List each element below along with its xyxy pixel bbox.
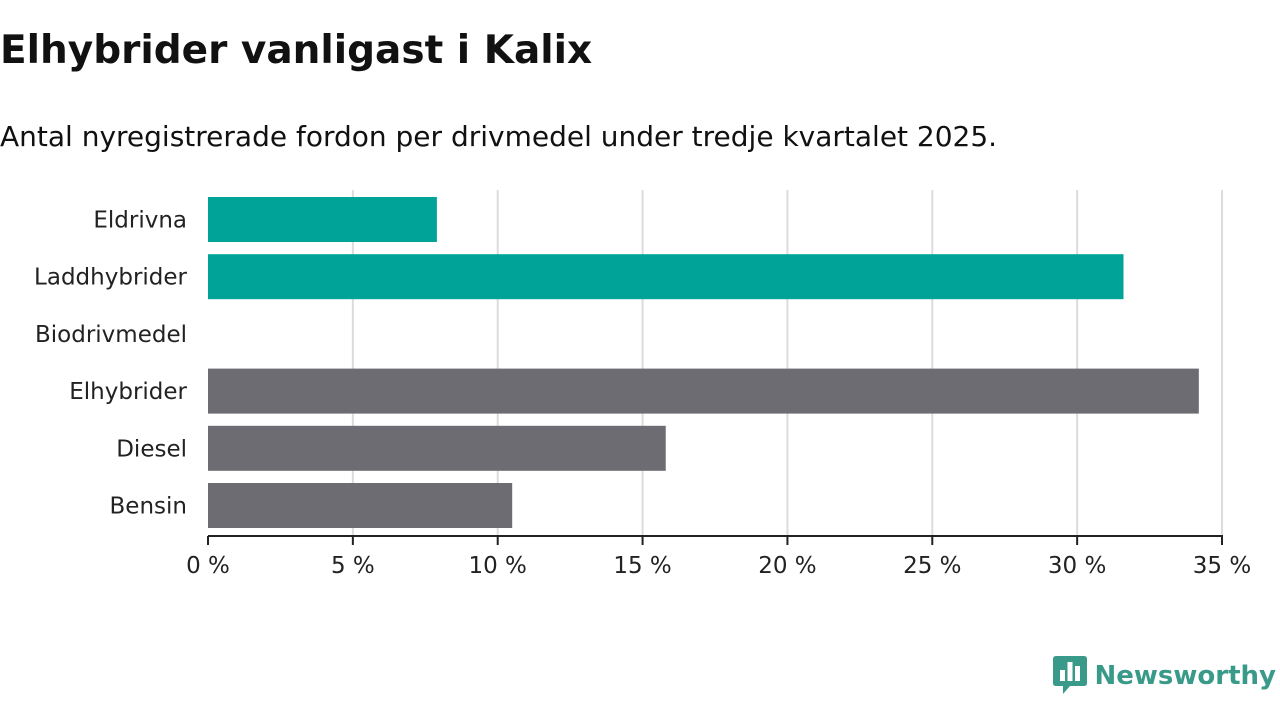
category-label-2: Biodrivmedel xyxy=(35,322,187,348)
x-tick-label-3: 15 % xyxy=(613,553,671,579)
category-label-4: Diesel xyxy=(116,436,187,462)
x-tick-label-6: 30 % xyxy=(1048,553,1106,579)
x-tick-label-0: 0 % xyxy=(186,553,230,579)
bar-3 xyxy=(208,368,1199,414)
category-label-0: Eldrivna xyxy=(93,208,187,234)
x-tick-label-2: 10 % xyxy=(468,553,526,579)
category-label-5: Bensin xyxy=(110,494,187,520)
bar-0 xyxy=(208,197,437,242)
bar-4 xyxy=(208,425,666,471)
newsworthy-logo-icon xyxy=(1052,656,1087,694)
newsworthy-brand: Newsworthy xyxy=(1052,656,1276,696)
chart-subtitle: Antal nyregistrerade fordon per drivmede… xyxy=(0,120,998,153)
brand-name: Newsworthy xyxy=(1094,661,1276,691)
x-tick-label-4: 20 % xyxy=(758,553,816,579)
category-label-3: Elhybrider xyxy=(69,379,187,405)
bar-1 xyxy=(208,254,1124,300)
bar-5 xyxy=(208,483,513,528)
chart-title: Elhybrider vanligast i Kalix xyxy=(0,28,593,73)
category-label-1: Laddhybrider xyxy=(34,265,187,291)
x-tick-label-5: 25 % xyxy=(903,553,961,579)
x-tick-label-1: 5 % xyxy=(331,553,375,579)
x-tick-label-7: 35 % xyxy=(1193,553,1251,579)
